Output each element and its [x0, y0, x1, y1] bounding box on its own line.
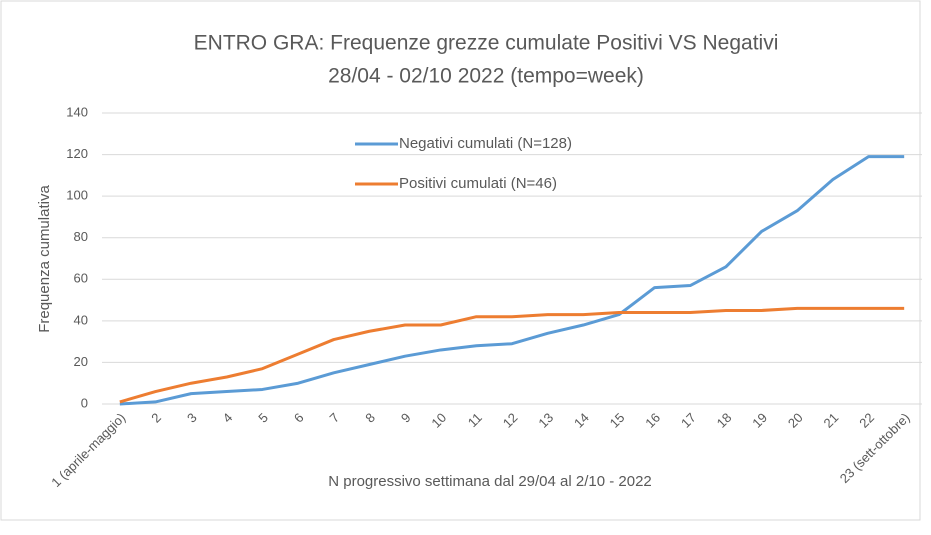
chart-subtitle: 28/04 - 02/10 2022 (tempo=week)	[328, 65, 644, 88]
y-tick-label: 80	[74, 229, 88, 244]
y-axis-title: Frequenza cumulativa	[36, 185, 53, 333]
y-tick-label: 120	[66, 146, 88, 161]
series-line	[119, 155, 905, 406]
y-tick-label: 140	[66, 104, 88, 119]
legend-label: Negativi cumulati (N=128)	[399, 135, 572, 152]
x-axis-title: N progressivo settimana dal 29/04 al 2/1…	[328, 473, 652, 490]
legend-label: Positivi cumulati (N=46)	[399, 175, 557, 192]
y-tick-label: 100	[66, 188, 88, 203]
chart-title: ENTRO GRA: Frequenze grezze cumulate Pos…	[194, 32, 779, 55]
series-line	[119, 306, 905, 404]
chart-frame	[0, 0, 921, 521]
y-tick-label: 0	[81, 395, 88, 410]
y-tick-label: 60	[74, 271, 88, 286]
y-tick-label: 40	[74, 312, 88, 327]
y-tick-label: 20	[74, 354, 88, 369]
